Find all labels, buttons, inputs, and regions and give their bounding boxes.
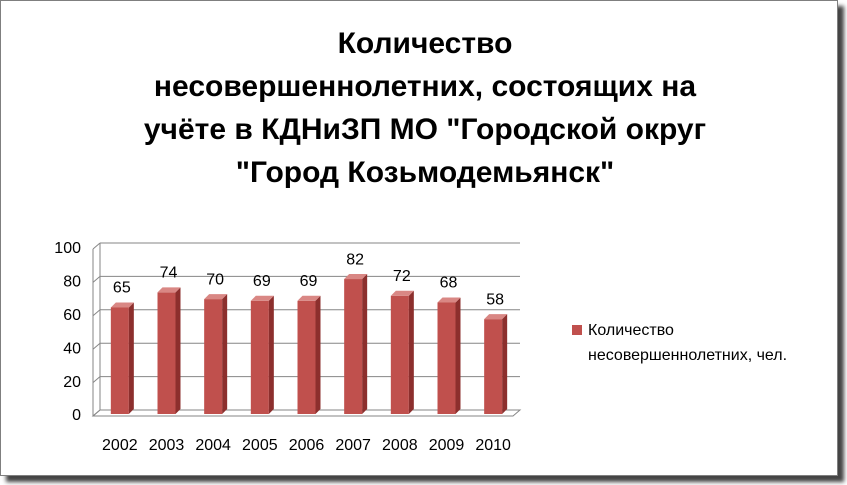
chart-title: Количество несовершеннолетних, состоящих… bbox=[143, 27, 707, 189]
bar-side bbox=[268, 295, 274, 414]
data-label: 68 bbox=[440, 275, 458, 292]
bar-side bbox=[455, 297, 461, 414]
bar-side bbox=[502, 314, 508, 414]
bar-top bbox=[204, 294, 228, 300]
bar bbox=[484, 314, 508, 414]
y-tick-label: 20 bbox=[63, 374, 81, 391]
data-label: 72 bbox=[393, 268, 411, 285]
grid-line bbox=[92, 242, 101, 250]
grid-line bbox=[92, 276, 101, 283]
bar-top bbox=[344, 274, 368, 280]
bar-side bbox=[362, 274, 368, 414]
bar-front bbox=[157, 292, 176, 414]
bar-front bbox=[204, 299, 223, 414]
bar-front bbox=[250, 300, 269, 414]
data-label: 74 bbox=[160, 265, 178, 282]
y-tick-label: 60 bbox=[63, 307, 81, 324]
legend-swatch bbox=[572, 325, 582, 335]
grid-line bbox=[92, 309, 101, 317]
x-tick-label: 2006 bbox=[289, 437, 325, 454]
bar bbox=[390, 290, 414, 414]
x-tick-label: 2008 bbox=[382, 437, 418, 454]
bar-top bbox=[250, 295, 274, 301]
y-tick-label: 40 bbox=[63, 340, 81, 357]
bar-side bbox=[175, 287, 181, 414]
bar-top bbox=[437, 297, 461, 303]
bar bbox=[204, 294, 228, 414]
bar-front bbox=[484, 319, 503, 414]
y-tick-label: 100 bbox=[54, 240, 81, 257]
x-tick-label: 2010 bbox=[475, 437, 511, 454]
bar-side bbox=[315, 295, 321, 414]
grid-line bbox=[92, 409, 101, 417]
data-label: 69 bbox=[300, 273, 318, 290]
legend-label: Количество несовершеннолетних, чел. bbox=[588, 322, 788, 364]
grid-line bbox=[92, 376, 101, 383]
bar bbox=[297, 295, 321, 414]
y-tick-label: 0 bbox=[72, 407, 81, 424]
bar-top bbox=[110, 302, 134, 308]
chart-frame bbox=[0, 0, 838, 476]
bar bbox=[250, 295, 274, 414]
x-tick-label: 2009 bbox=[429, 437, 465, 454]
data-label: 70 bbox=[206, 271, 224, 288]
x-tick-label: 2007 bbox=[335, 437, 371, 454]
bar bbox=[157, 287, 181, 414]
bar-front bbox=[297, 300, 316, 414]
bar bbox=[437, 297, 461, 414]
data-label: 69 bbox=[253, 273, 271, 290]
data-label: 58 bbox=[486, 291, 504, 308]
x-tick-label: 2005 bbox=[242, 437, 278, 454]
data-label: 82 bbox=[346, 251, 364, 268]
bar-side bbox=[222, 294, 228, 414]
y-tick-label: 80 bbox=[63, 274, 81, 291]
data-label: 65 bbox=[113, 280, 131, 297]
legend: Количество несовершеннолетних, чел. bbox=[572, 318, 832, 368]
bar bbox=[344, 274, 368, 414]
x-tick-label: 2003 bbox=[149, 437, 185, 454]
bar-front bbox=[110, 307, 129, 414]
bar bbox=[110, 302, 134, 414]
bar-side bbox=[128, 302, 134, 414]
bar-side bbox=[408, 290, 414, 414]
bar-top bbox=[484, 314, 508, 320]
bar-front bbox=[437, 302, 456, 414]
bar-front bbox=[344, 279, 363, 414]
grid-line bbox=[92, 342, 101, 350]
bar-top bbox=[390, 290, 414, 296]
x-tick-label: 2002 bbox=[102, 437, 138, 454]
bar-top bbox=[297, 295, 321, 301]
bar-front bbox=[390, 295, 409, 414]
x-tick-label: 2004 bbox=[195, 437, 231, 454]
bar-top bbox=[157, 287, 181, 293]
